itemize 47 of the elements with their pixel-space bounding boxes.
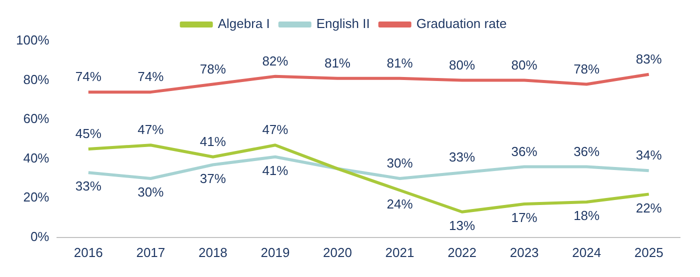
data-label: 74%	[138, 69, 164, 84]
data-label: 81%	[324, 55, 351, 70]
legend-label: Algebra I	[218, 16, 270, 32]
x-tick-label: 2022	[448, 244, 476, 260]
data-label: 74%	[75, 69, 102, 84]
x-tick-label: 2019	[260, 244, 290, 260]
data-label: 22%	[636, 200, 662, 216]
x-tick-label: 2017	[136, 244, 166, 260]
x-tick-label: 2016	[74, 244, 103, 260]
y-tick-label: 40%	[23, 150, 50, 166]
data-label: 33%	[449, 150, 476, 165]
data-label: 33%	[75, 178, 102, 194]
x-tick-label: 2024	[572, 244, 602, 260]
legend-label: Graduation rate	[416, 16, 507, 32]
data-label: 18%	[574, 208, 600, 224]
data-label: 36%	[574, 144, 600, 159]
data-label: 45%	[75, 126, 102, 142]
data-label: 34%	[636, 148, 662, 163]
data-label: 30%	[386, 156, 414, 171]
y-tick-label: 80%	[23, 72, 50, 87]
y-tick-label: 60%	[23, 111, 50, 126]
data-label: 83%	[636, 51, 662, 66]
data-label: 36%	[511, 144, 538, 159]
data-label: 24%	[386, 196, 414, 212]
data-label: 30%	[138, 184, 164, 200]
x-tick-label: 2025	[634, 244, 664, 260]
data-label: 80%	[449, 57, 476, 72]
x-tick-label: 2018	[198, 244, 228, 260]
x-tick-label: 2021	[385, 244, 414, 260]
y-tick-label: 100%	[16, 32, 50, 48]
data-label: 47%	[262, 122, 289, 138]
data-label: 41%	[262, 162, 289, 178]
y-tick-label: 0%	[30, 228, 50, 244]
data-label: 81%	[386, 55, 414, 70]
data-label: 47%	[138, 122, 164, 138]
data-label: 13%	[449, 218, 476, 233]
x-tick-label: 2023	[510, 244, 539, 260]
data-label: 78%	[200, 61, 226, 76]
y-tick-label: 20%	[23, 190, 50, 205]
legend-label: English II	[316, 16, 370, 32]
data-label: 78%	[574, 61, 600, 76]
data-label: 82%	[262, 53, 289, 68]
x-tick-label: 2020	[323, 244, 352, 260]
data-label: 41%	[200, 134, 226, 149]
data-label: 80%	[511, 57, 538, 72]
data-label: 17%	[511, 210, 538, 226]
data-label: 37%	[200, 170, 226, 186]
